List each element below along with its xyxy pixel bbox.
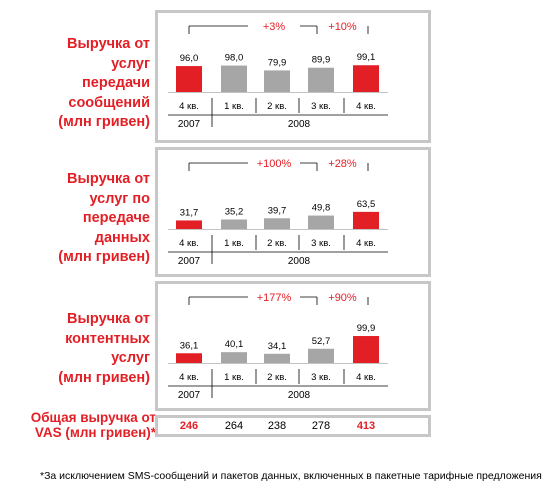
bar-value-label: 49,8 xyxy=(312,203,331,214)
chart-2-label-line: услуг по xyxy=(89,190,150,207)
chart-1-svg: +3% +10% 96,0 98,0 79,9 89,9 99,1 4 кв. 1 кв. 2 к… xyxy=(168,21,388,130)
category-label: 3 кв. xyxy=(311,238,331,249)
footnote: *За исключением SMS-сообщений и пакетов … xyxy=(40,470,542,482)
chart-3-label-line: Выручка от xyxy=(67,311,150,327)
year-label: 2007 xyxy=(178,256,201,267)
total-label-line: Общая выручка от xyxy=(30,410,156,425)
category-label: 2 кв. xyxy=(267,372,287,383)
year-label: 2008 xyxy=(288,119,311,130)
bar xyxy=(353,336,379,363)
bar xyxy=(176,353,202,363)
category-label: 4 кв. xyxy=(356,372,376,383)
bar xyxy=(221,352,247,363)
category-label: 4 кв. xyxy=(356,101,376,112)
bar-value-label: 96,0 xyxy=(180,53,199,64)
growth-label: +28% xyxy=(328,158,357,170)
chart-1-label-line: услуг xyxy=(111,55,150,72)
chart-3-label-line: (млн гривен) xyxy=(58,369,150,386)
chart-1-label-line: передачи xyxy=(82,75,150,91)
year-label: 2008 xyxy=(288,390,311,401)
total-panel: 246 264 238 278 413 xyxy=(155,415,431,437)
bar-value-label: 31,7 xyxy=(180,207,199,218)
chart-1-label-line: Выручка от xyxy=(67,36,150,52)
total-value: 238 xyxy=(267,420,287,432)
growth-label: +90% xyxy=(328,292,357,304)
bar xyxy=(308,215,334,229)
bar xyxy=(176,66,202,92)
bar-value-label: 40,1 xyxy=(225,339,244,350)
category-label: 1 кв. xyxy=(224,238,244,249)
chart-2-label-line: (млн гривен) xyxy=(58,249,150,265)
chart-2-label: Выручка от услуг по передаче данных (млн… xyxy=(0,170,150,268)
chart-3-label-line: контентных xyxy=(65,330,150,347)
bar xyxy=(264,218,290,229)
chart-2-svg: +100% +28% 31,7 35,2 39,7 49,8 63,5 4 кв. 1 кв. 2… xyxy=(168,158,388,267)
total-value: 413 xyxy=(356,420,376,432)
bar-value-label: 35,2 xyxy=(225,206,244,217)
category-label: 2 кв. xyxy=(267,238,287,249)
bar xyxy=(353,65,379,92)
year-label: 2008 xyxy=(288,256,311,267)
chart-2-panel: +100% +28% 31,7 35,2 39,7 49,8 63,5 4 кв. 1 кв. 2… xyxy=(155,147,431,277)
chart-3-label-line: услуг xyxy=(111,350,150,366)
bar-value-label: 79,9 xyxy=(268,57,287,68)
year-label: 2007 xyxy=(178,119,201,130)
bar-value-label: 99,1 xyxy=(357,52,376,63)
total-label-line: VAS (млн гривен)* xyxy=(34,425,156,440)
bar-value-label: 89,9 xyxy=(312,55,331,66)
chart-3-svg: +177% +90% 36,1 40,1 34,1 52,7 99,9 4 кв. 1 кв. 2… xyxy=(168,292,388,401)
bar xyxy=(353,211,379,229)
bar xyxy=(176,220,202,229)
bar-value-label: 36,1 xyxy=(180,340,199,351)
category-label: 1 кв. xyxy=(224,101,244,112)
year-label: 2007 xyxy=(178,390,201,401)
bar-value-label: 34,1 xyxy=(268,341,287,352)
chart-3-panel: +177% +90% 36,1 40,1 34,1 52,7 99,9 4 кв. 1 кв. 2… xyxy=(155,281,431,411)
bar-value-label: 99,9 xyxy=(357,323,376,334)
growth-label: +177% xyxy=(257,292,292,304)
total-value: 264 xyxy=(224,420,244,432)
chart-3-label: Выручка от контентных услуг (млн гривен) xyxy=(0,310,150,388)
chart-1-label: Выручка от услуг передачи сообщений (млн… xyxy=(0,35,150,133)
chart-2-label-line: Выручка от xyxy=(67,171,150,187)
category-label: 3 кв. xyxy=(311,372,331,383)
category-label: 1 кв. xyxy=(224,372,244,383)
category-label: 2 кв. xyxy=(267,101,287,112)
bar-value-label: 98,0 xyxy=(225,53,244,64)
growth-label: +3% xyxy=(263,21,286,33)
bar xyxy=(221,65,247,92)
bar xyxy=(264,70,290,92)
bar xyxy=(264,353,290,363)
chart-1-panel: +3% +10% 96,0 98,0 79,9 89,9 99,1 4 кв. 1 кв. 2 к… xyxy=(155,10,431,143)
growth-label: +100% xyxy=(257,158,292,170)
chart-1-label-line: (млн гривен) xyxy=(58,114,150,130)
category-label: 4 кв. xyxy=(356,238,376,249)
bar-value-label: 52,7 xyxy=(312,336,331,347)
bar-value-label: 63,5 xyxy=(357,199,376,210)
chart-2-label-line: передаче xyxy=(82,210,150,226)
total-value: 246 xyxy=(179,420,199,432)
total-label: Общая выручка от VAS (млн гривен)* xyxy=(0,410,156,440)
bar-value-label: 39,7 xyxy=(268,205,287,216)
category-label: 4 кв. xyxy=(179,238,199,249)
total-value: 278 xyxy=(311,420,331,432)
category-label: 3 кв. xyxy=(311,101,331,112)
growth-label: +10% xyxy=(328,21,357,33)
chart-1-label-line: сообщений xyxy=(68,94,150,111)
bar xyxy=(221,219,247,229)
category-label: 4 кв. xyxy=(179,372,199,383)
chart-2-label-line: данных xyxy=(94,229,150,246)
category-label: 4 кв. xyxy=(179,101,199,112)
bar xyxy=(308,67,334,92)
bar xyxy=(308,348,334,363)
